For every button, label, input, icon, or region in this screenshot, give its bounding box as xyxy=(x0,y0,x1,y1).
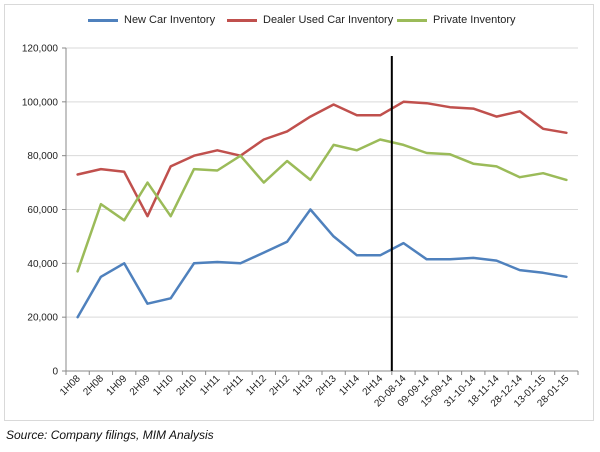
y-tick-label: 20,000 xyxy=(27,313,58,324)
legend-swatch-private xyxy=(397,19,427,22)
x-tick-label: 2H09 xyxy=(128,373,153,398)
legend-label-new-car: New Car Inventory xyxy=(124,14,216,26)
y-tick-label: 40,000 xyxy=(27,259,58,270)
x-tick-label: 2H08 xyxy=(81,373,106,398)
x-tick-label: 1H08 xyxy=(58,373,83,398)
series-line-2 xyxy=(76,138,568,273)
legend-label-private: Private Inventory xyxy=(433,14,516,26)
source-note: Source: Company filings, MIM Analysis xyxy=(6,428,214,442)
series-line-1 xyxy=(76,100,568,218)
y-tick-label: 60,000 xyxy=(27,205,58,216)
y-tick-label: 0 xyxy=(52,367,58,378)
x-tick-label: 1H11 xyxy=(198,373,222,397)
y-tick-label: 80,000 xyxy=(27,151,58,162)
x-tick-label: 1H14 xyxy=(337,373,362,398)
x-tick-label: 2H12 xyxy=(268,373,293,398)
series-line-0 xyxy=(76,208,568,319)
chart-frame xyxy=(4,4,594,421)
line-chart: 0 20,000 40,000 60,000 80,000 100,000 120,000 1… xyxy=(22,44,579,409)
y-tick-label: 100,000 xyxy=(22,97,59,108)
x-tick-label: 1H10 xyxy=(151,373,176,398)
legend-swatch-new-car xyxy=(88,19,118,22)
legend: New Car Inventory Dealer Used Car Invent… xyxy=(0,10,600,30)
y-tick-label: 120,000 xyxy=(22,44,59,55)
x-tick-label: 2H13 xyxy=(314,373,339,398)
x-tick-label: 1H13 xyxy=(291,373,316,398)
x-tick-label: 1H12 xyxy=(244,373,269,398)
legend-swatch-dealer-used xyxy=(227,19,257,22)
x-tick-label: 1H09 xyxy=(105,373,130,398)
x-tick-label: 2H11 xyxy=(222,373,246,397)
legend-label-dealer-used: Dealer Used Car Inventory xyxy=(263,14,394,26)
x-tick-label: 2H10 xyxy=(174,373,199,398)
